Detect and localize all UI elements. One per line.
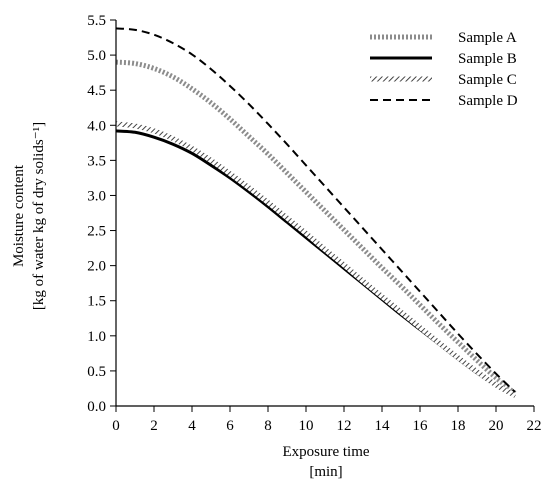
legend: Sample A Sample B Sample C Sample D [370, 30, 518, 109]
x-tick-label: 6 [226, 418, 234, 434]
y-tick-label: 4.5 [87, 83, 106, 99]
x-axis-title: Exposure time [282, 444, 369, 460]
x-axis-unit: [min] [309, 464, 342, 480]
x-ticks: 0 2 4 6 8 10 12 14 16 18 20 22 [112, 406, 541, 434]
y-axis-unit: [kg of water kg of dry solids⁻¹] [31, 122, 47, 310]
legend-label: Sample B [458, 51, 517, 67]
series-line-sample-c [115, 121, 517, 398]
y-tick-label: 0.5 [87, 364, 106, 380]
x-tick-label: 22 [527, 418, 541, 434]
x-tick-label: 18 [451, 418, 466, 434]
x-tick-label: 4 [188, 418, 196, 434]
x-tick-label: 12 [337, 418, 352, 434]
y-tick-label: 2.0 [87, 259, 106, 275]
x-tick-label: 14 [375, 418, 391, 434]
x-tick-label: 20 [489, 418, 504, 434]
x-tick-label: 8 [264, 418, 272, 434]
series-line-sample-a [115, 59, 517, 396]
y-tick-label: 5.0 [87, 48, 106, 64]
y-tick-label: 1.5 [87, 294, 106, 310]
y-ticks: 0.0 0.5 1.0 1.5 2.0 2.5 3.0 3.5 4.0 4.5 5.0 5.5 [87, 13, 116, 415]
legend-label: Sample D [458, 93, 518, 109]
y-axis-title: Moisture content [11, 164, 27, 267]
legend-label: Sample C [458, 72, 517, 88]
x-tick-label: 2 [150, 418, 158, 434]
legend-label: Sample A [458, 30, 517, 46]
x-tick-label: 10 [299, 418, 314, 434]
x-tick-label: 16 [413, 418, 429, 434]
y-tick-label: 5.5 [87, 13, 106, 29]
y-tick-label: 3.0 [87, 188, 106, 204]
x-tick-label: 0 [112, 418, 120, 434]
y-tick-label: 4.0 [87, 118, 106, 134]
series-line-sample-d [115, 27, 516, 393]
y-tick-label: 3.5 [87, 153, 106, 169]
y-tick-label: 1.0 [87, 329, 106, 345]
series-layer [115, 27, 517, 398]
y-tick-label: 2.5 [87, 224, 106, 240]
y-tick-label: 0.0 [87, 399, 106, 415]
